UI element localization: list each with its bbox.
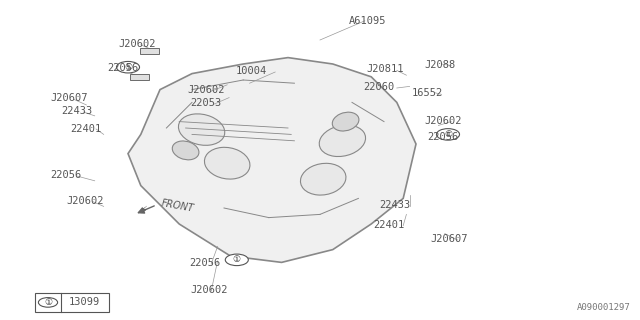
Text: 22401: 22401 <box>70 124 102 134</box>
Ellipse shape <box>172 141 199 160</box>
Text: 22433: 22433 <box>61 106 92 116</box>
Text: J20602: J20602 <box>191 285 228 295</box>
Text: 22401: 22401 <box>373 220 404 230</box>
Text: 22053: 22053 <box>191 98 222 108</box>
Text: J20602: J20602 <box>118 39 156 49</box>
Text: 16552: 16552 <box>412 88 443 99</box>
Text: A61095: A61095 <box>349 16 387 26</box>
Text: ①: ① <box>44 298 52 307</box>
Text: J20607: J20607 <box>50 93 88 103</box>
Ellipse shape <box>319 125 365 156</box>
Text: 13099: 13099 <box>69 297 100 308</box>
Polygon shape <box>128 58 416 262</box>
Text: 22056: 22056 <box>108 63 139 73</box>
Circle shape <box>116 61 140 73</box>
Text: J2088: J2088 <box>424 60 456 70</box>
Text: 22056: 22056 <box>50 170 81 180</box>
Text: FRONT: FRONT <box>160 199 195 214</box>
Circle shape <box>225 254 248 266</box>
FancyBboxPatch shape <box>35 293 109 312</box>
Text: A090001297: A090001297 <box>577 303 630 312</box>
Circle shape <box>38 298 58 307</box>
Text: 22056: 22056 <box>428 132 459 142</box>
Text: 22056: 22056 <box>189 258 220 268</box>
Text: J20602: J20602 <box>424 116 462 126</box>
Bar <box>130 74 149 80</box>
Text: J20811: J20811 <box>367 64 404 75</box>
Text: ①: ① <box>233 255 241 264</box>
Text: 10004: 10004 <box>236 66 267 76</box>
Text: 22060: 22060 <box>364 82 395 92</box>
Text: J20602: J20602 <box>66 196 104 206</box>
Circle shape <box>436 129 460 140</box>
Text: J20607: J20607 <box>431 234 468 244</box>
Text: ⚡: ⚡ <box>141 204 147 215</box>
Ellipse shape <box>204 147 250 179</box>
Ellipse shape <box>300 163 346 195</box>
Text: ①: ① <box>444 130 452 139</box>
Bar <box>140 48 159 54</box>
Text: J20602: J20602 <box>188 85 225 95</box>
Ellipse shape <box>179 114 225 145</box>
Text: 22433: 22433 <box>380 200 411 211</box>
Text: ①: ① <box>124 63 132 72</box>
Ellipse shape <box>332 112 359 131</box>
